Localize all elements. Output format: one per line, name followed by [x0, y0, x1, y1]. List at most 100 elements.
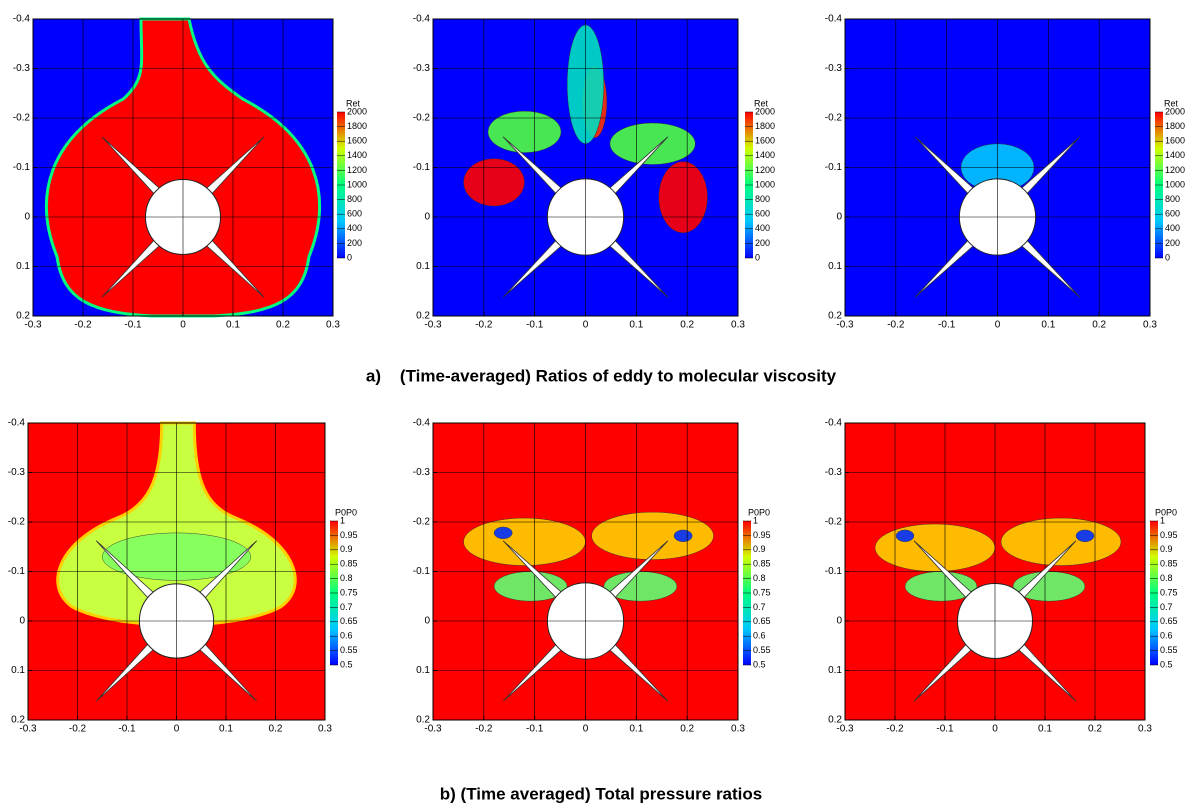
flow-region	[463, 158, 525, 207]
colorbar-tick-label: 0.65	[1160, 616, 1178, 626]
x-tick-label: 0	[992, 724, 998, 735]
colorbar-tick-label: 0.7	[753, 602, 766, 612]
y-tick-label: -0.4	[13, 14, 31, 25]
colorbar-label: P0P0	[748, 507, 770, 517]
flow-region	[463, 517, 586, 566]
x-tick-label: 0	[583, 320, 589, 331]
x-tick-label: 0	[174, 724, 180, 735]
y-tick-label: -0.2	[413, 113, 431, 124]
colorbar-tick-label: 1	[753, 515, 758, 525]
x-tick-label: -0.2	[475, 320, 493, 331]
y-tick-label: 0.2	[11, 715, 25, 726]
y-tick-label: -0.1	[413, 162, 431, 173]
y-tick-label: 0.1	[416, 665, 430, 676]
y-tick-label: 0.2	[416, 311, 430, 322]
x-tick-label: 0.3	[731, 724, 745, 735]
x-tick-label: -0.3	[836, 724, 854, 735]
x-tick-label: -0.1	[936, 724, 954, 735]
colorbar-label: P0P0	[335, 507, 357, 517]
colorbar-tick-label: 0.55	[1160, 645, 1178, 655]
x-tick-label: 0	[180, 320, 186, 331]
colorbar-tick-label: 0.5	[1160, 659, 1173, 669]
flow-region	[895, 529, 915, 543]
flow-region	[487, 110, 562, 153]
x-tick-label: -0.2	[69, 724, 87, 735]
colorbar-tick-label: 1800	[347, 121, 367, 131]
colorbar-label: Ret	[346, 98, 361, 108]
x-tick-label: 0.1	[226, 320, 240, 331]
colorbar-tick-label: 400	[347, 223, 362, 233]
y-tick-label: 0.1	[16, 261, 30, 272]
x-tick-label: -0.1	[526, 724, 544, 735]
colorbar-tick-label: 0.85	[1160, 559, 1178, 569]
x-tick-label: 0.1	[629, 320, 643, 331]
colorbar-tick-label: 0.9	[340, 544, 353, 554]
x-tick-label: 0.1	[629, 724, 643, 735]
colorbar-tick-label: 0.95	[753, 530, 771, 540]
y-tick-label: -0.1	[413, 566, 431, 577]
colorbar-tick-label: 0.65	[753, 616, 771, 626]
colorbar-tick-label: 0.65	[340, 616, 358, 626]
y-tick-label: -0.4	[825, 14, 843, 25]
y-tick-label: -0.2	[413, 517, 431, 528]
flow-region	[609, 122, 696, 165]
x-tick-label: -0.3	[424, 724, 442, 735]
colorbar-tick-label: 1800	[755, 121, 775, 131]
x-tick-label: -0.1	[118, 724, 136, 735]
x-tick-label: -0.3	[24, 320, 42, 331]
colorbar-tick-label: 0.7	[1160, 602, 1173, 612]
colorbar-tick-label: 400	[755, 223, 770, 233]
flow-region	[658, 161, 708, 234]
x-tick-label: 0.2	[276, 320, 290, 331]
y-tick-label: -0.4	[8, 418, 26, 429]
colorbar-tick-label: 200	[1165, 238, 1180, 248]
colorbar-tick-label: 0.95	[340, 530, 358, 540]
colorbar-tick-label: 1	[340, 515, 345, 525]
x-tick-label: 0.3	[1138, 724, 1152, 735]
colorbar-tick-label: 800	[755, 194, 770, 204]
y-tick-label: 0	[24, 212, 30, 223]
x-tick-label: 0.2	[269, 724, 283, 735]
flow-region	[673, 529, 693, 543]
colorbar-tick-label: 0.7	[340, 602, 353, 612]
x-tick-label: 0.1	[1041, 320, 1055, 331]
y-tick-label: -0.1	[825, 162, 843, 173]
colorbar-tick-label: 2000	[1165, 106, 1185, 116]
colorbar-tick-label: 0	[755, 252, 760, 262]
colorbar-tick-label: 0.5	[340, 659, 353, 669]
y-tick-label: 0.1	[828, 261, 842, 272]
y-tick-label: -0.2	[13, 113, 31, 124]
y-tick-label: 0	[836, 616, 842, 627]
colorbar-tick-label: 0.75	[340, 587, 358, 597]
x-tick-label: -0.2	[74, 320, 92, 331]
x-tick-label: 0.1	[1038, 724, 1052, 735]
colorbar-tick-label: 0.6	[340, 631, 353, 641]
y-tick-label: -0.4	[413, 14, 431, 25]
x-tick-label: -0.3	[836, 320, 854, 331]
y-tick-label: 0	[19, 616, 25, 627]
colorbar-tick-label: 1400	[1165, 150, 1185, 160]
flow-region	[493, 526, 513, 540]
colorbar-tick-label: 1600	[1165, 136, 1185, 146]
colorbar-label: Ret	[754, 98, 769, 108]
colorbar-tick-label: 200	[347, 238, 362, 248]
x-tick-label: -0.1	[526, 320, 544, 331]
colorbar-tick-label: 600	[1165, 209, 1180, 219]
colorbar-tick-label: 1400	[347, 150, 367, 160]
colorbar-tick-label: 1	[1160, 515, 1165, 525]
colorbar-tick-label: 0	[347, 252, 352, 262]
colorbar-label: P0P0	[1155, 507, 1177, 517]
x-tick-label: -0.2	[887, 320, 905, 331]
y-tick-label: -0.1	[8, 566, 26, 577]
colorbar-tick-label: 0	[1165, 252, 1170, 262]
colorbar-tick-label: 0.75	[753, 587, 771, 597]
y-tick-label: 0.1	[416, 261, 430, 272]
x-tick-label: -0.3	[19, 724, 37, 735]
colorbar-tick-label: 0.85	[340, 559, 358, 569]
y-tick-label: -0.2	[8, 517, 26, 528]
x-tick-label: 0.2	[1092, 320, 1106, 331]
